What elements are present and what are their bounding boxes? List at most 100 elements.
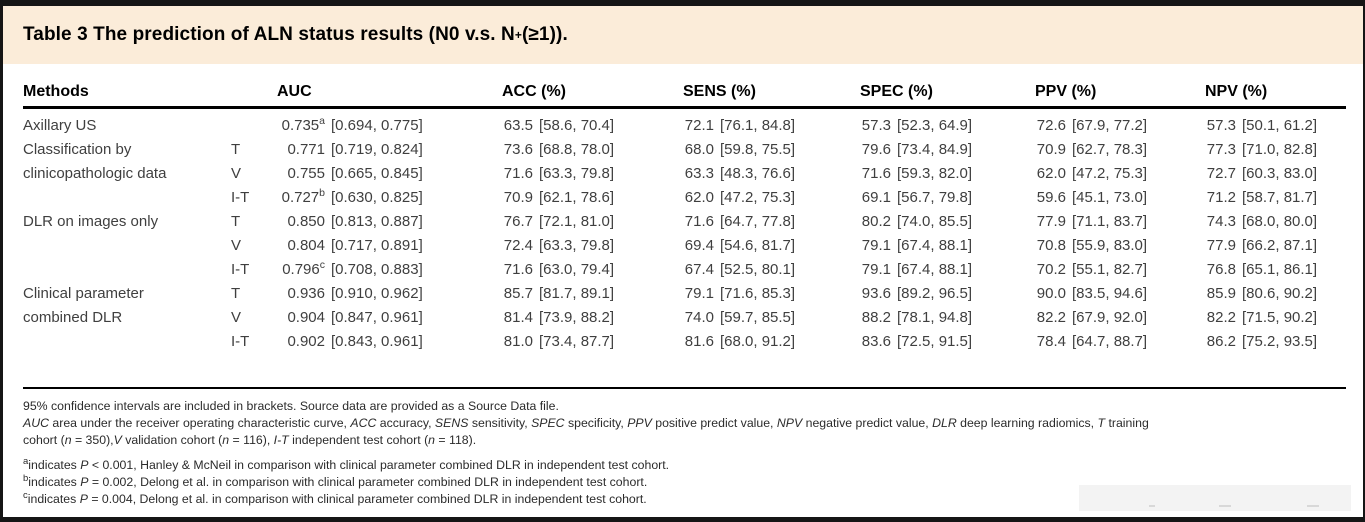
table-cell: 81.0 [73.4, 87.7]: [503, 333, 615, 350]
footnote-line: aindicates P < 0.001, Hanley & McNeil in…: [23, 455, 670, 472]
table-header-row: Methods AUC ACC (%) SENS (%) SPEC (%) PPV (%)…: [23, 83, 1346, 109]
table-row: Clinical parameter T 0.936 [0.910, 0.962] 85…: [23, 282, 1346, 306]
table-cell: 71.6 [63.3, 79.8]: [503, 165, 615, 182]
table-cell: 82.2 [71.5, 90.2]: [1206, 309, 1318, 326]
table-cell: 72.4 [63.3, 79.8]: [503, 237, 615, 254]
table-cell: I-T: [231, 333, 250, 350]
artifact-mark: [1219, 505, 1231, 507]
artifact-mark: [1149, 505, 1155, 507]
table-cell: 90.0 [83.5, 94.6]: [1036, 285, 1148, 302]
footnote-line: AUC area under the receiver operating ch…: [23, 416, 1149, 430]
table-cell: 71.6 [59.3, 82.0]: [861, 165, 973, 182]
table-cell: [23, 330, 231, 354]
table-cell: 72.1 [76.1, 84.8]: [684, 117, 796, 134]
table-cell: 68.0 [59.8, 75.5]: [684, 141, 796, 158]
table-cell: combined DLR: [23, 309, 123, 326]
table-cell: 0.904 [0.847, 0.961]: [287, 309, 423, 326]
column-header: SENS (%): [683, 83, 756, 100]
table-cell: 71.6 [63.0, 79.4]: [503, 261, 615, 278]
table-cell: [23, 234, 231, 258]
table-title-tail: (≥1)).: [521, 24, 568, 45]
table-row: clinicopathologic data V 0.755 [0.665, 0.84…: [23, 162, 1346, 186]
table-cell: 70.9 [62.1, 78.6]: [503, 189, 615, 206]
table-cell: 72.6 [67.9, 77.2]: [1036, 117, 1148, 134]
table-cell: 73.6 [68.8, 78.0]: [503, 141, 615, 158]
table-cell: 79.1 [71.6, 85.3]: [684, 285, 796, 302]
artifact-mark: [1307, 505, 1319, 507]
table-body: Axillary US 0.735a [0.694, 0.775] 63.5 [58.6…: [23, 109, 1346, 354]
table-cell: 62.0 [47.2, 75.3]: [1036, 165, 1148, 182]
footnote-line: 95% confidence intervals are included in…: [23, 399, 559, 413]
table-cell: 0.804 [0.717, 0.891]: [287, 237, 423, 254]
table-cell: 70.9 [62.7, 78.3]: [1036, 141, 1148, 158]
table-cell: 81.4 [73.9, 88.2]: [503, 309, 615, 326]
table-cell: 76.8 [65.1, 86.1]: [1206, 261, 1318, 278]
table-cell: DLR on images only: [23, 213, 159, 230]
footnote-line: cohort (n = 350),V validation cohort (n …: [23, 433, 477, 447]
table-cell: Axillary US: [23, 117, 97, 134]
table-row: V 0.804 [0.717, 0.891] 72.4 [63.3, 79.8] 69.4…: [23, 234, 1346, 258]
table-cell: 57.3 [50.1, 61.2]: [1206, 117, 1318, 134]
footnote-line: bindicates P = 0.002, Delong et al. in c…: [23, 472, 648, 489]
table-cell: 71.6 [64.7, 77.8]: [684, 213, 796, 230]
table-cell: 85.9 [80.6, 90.2]: [1206, 285, 1318, 302]
table-cell: [231, 114, 275, 138]
table-cell: 78.4 [64.7, 88.7]: [1036, 333, 1148, 350]
table-cell: 81.6 [68.0, 91.2]: [684, 333, 796, 350]
table-cell: 80.2 [74.0, 85.5]: [861, 213, 973, 230]
table-cell: 93.6 [89.2, 96.5]: [861, 285, 973, 302]
table-cell: 74.0 [59.7, 85.5]: [684, 309, 796, 326]
table-cell: V: [231, 309, 242, 326]
column-header: [231, 83, 275, 101]
column-header: NPV (%): [1205, 83, 1268, 100]
table-cell: 77.9 [71.1, 83.7]: [1036, 213, 1148, 230]
table-cell: 0.727b [0.630, 0.825]: [281, 187, 423, 206]
table-cell: 72.7 [60.3, 83.0]: [1206, 165, 1318, 182]
table-row: Classification by T 0.771 [0.719, 0.824] 73.…: [23, 138, 1346, 162]
screenshot-artifact-patch: [1079, 485, 1351, 511]
table-cell: 79.6 [73.4, 84.9]: [861, 141, 973, 158]
footnote-line: cindicates P = 0.004, Delong et al. in c…: [23, 489, 647, 506]
table-cell: 77.3 [71.0, 82.8]: [1206, 141, 1318, 158]
footnotes: 95% confidence intervals are included in…: [23, 389, 1346, 508]
table-cell: clinicopathologic data: [23, 165, 167, 182]
table-cell: 76.7 [72.1, 81.0]: [503, 213, 615, 230]
table-cell: 70.2 [55.1, 82.7]: [1036, 261, 1148, 278]
table-cell: 63.5 [58.6, 70.4]: [503, 117, 615, 134]
table-cell: 88.2 [78.1, 94.8]: [861, 309, 973, 326]
table-cell: Clinical parameter: [23, 285, 144, 302]
column-header: PPV (%): [1035, 83, 1097, 100]
table-row: DLR on images only T 0.850 [0.813, 0.887] 76…: [23, 210, 1346, 234]
column-header: ACC (%): [502, 83, 566, 100]
table-cell: I-T: [231, 189, 250, 206]
table-cell: 69.1 [56.7, 79.8]: [861, 189, 973, 206]
table-cell: 71.2 [58.7, 81.7]: [1206, 189, 1318, 206]
table-title: Table 3 The prediction of ALN status res…: [3, 6, 1363, 64]
table-cell: 0.796c [0.708, 0.883]: [282, 259, 423, 278]
table-cell: T: [231, 141, 241, 158]
table-cell: 62.0 [47.2, 75.3]: [684, 189, 796, 206]
table-row: I-T 0.796c [0.708, 0.883] 71.6 [63.0, 79.4] 6…: [23, 258, 1346, 282]
table-row: combined DLR V 0.904 [0.847, 0.961] 81.4 [73.…: [23, 306, 1346, 330]
table-cell: 70.8 [55.9, 83.0]: [1036, 237, 1148, 254]
footnote-divider: [23, 387, 1346, 389]
table-cell: 0.755 [0.665, 0.845]: [287, 165, 423, 182]
table-cell: 85.7 [81.7, 89.1]: [503, 285, 615, 302]
table-row: I-T 0.902 [0.843, 0.961] 81.0 [73.4, 87.7] 81…: [23, 330, 1346, 354]
table-cell: [23, 258, 231, 282]
table-cell: V: [231, 165, 242, 182]
table-cell: T: [231, 285, 241, 302]
table-cell: 67.4 [52.5, 80.1]: [684, 261, 796, 278]
table-cell: 57.3 [52.3, 64.9]: [861, 117, 973, 134]
table-cell: 0.771 [0.719, 0.824]: [287, 141, 423, 158]
table-cell: 83.6 [72.5, 91.5]: [861, 333, 973, 350]
table-row: Axillary US 0.735a [0.694, 0.775] 63.5 [58.6…: [23, 114, 1346, 138]
table-title-text: Table 3 The prediction of ALN status res…: [23, 24, 515, 45]
table-cell: 0.735a [0.694, 0.775]: [281, 115, 423, 134]
table-cell: Classification by: [23, 141, 132, 158]
table-cell: 0.850 [0.813, 0.887]: [287, 213, 423, 230]
table-cell: V: [231, 237, 242, 254]
table-cell: 82.2 [67.9, 92.0]: [1036, 309, 1148, 326]
column-header: SPEC (%): [860, 83, 933, 100]
